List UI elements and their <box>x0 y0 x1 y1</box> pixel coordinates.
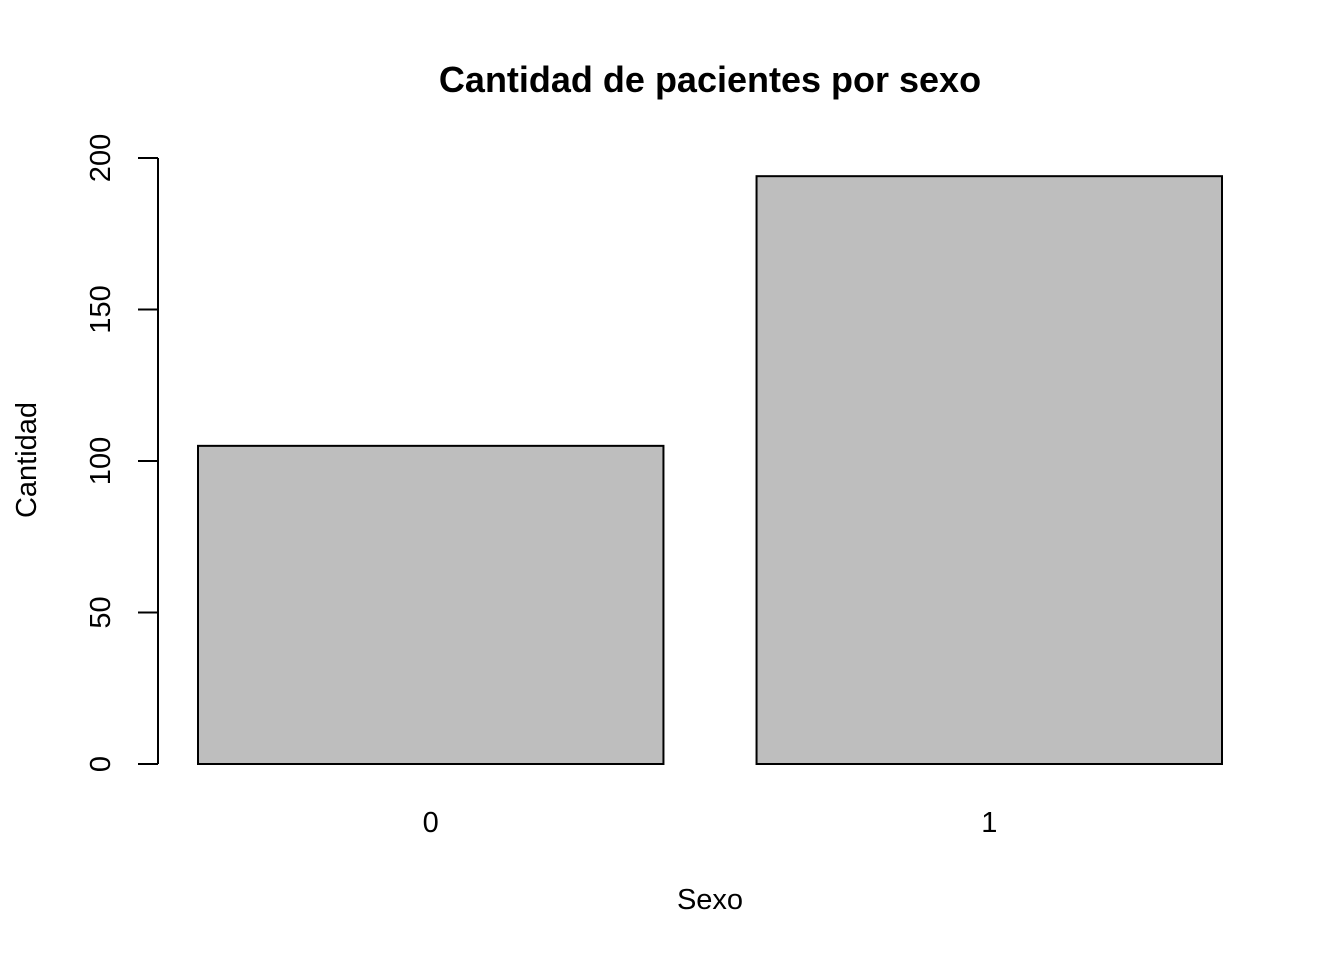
bar-0 <box>197 444 665 765</box>
y-tick-label: 50 <box>85 596 117 628</box>
bars <box>197 175 1224 765</box>
y-tick-label: 0 <box>85 756 117 772</box>
x-tick-label: 1 <box>981 807 997 839</box>
y-tick-label: 150 <box>85 285 117 333</box>
y-tick-label: 100 <box>85 437 117 485</box>
x-axis-label: Sexo <box>677 884 743 916</box>
bar-1 <box>755 175 1224 765</box>
x-tick-label: 0 <box>423 807 439 839</box>
y-axis-label: Cantidad <box>11 402 43 518</box>
y-tick-label: 200 <box>85 134 117 182</box>
y-axis-ticks: 0 50 100 150 200 <box>85 134 158 772</box>
chart-title: Cantidad de pacientes por sexo <box>439 59 981 100</box>
